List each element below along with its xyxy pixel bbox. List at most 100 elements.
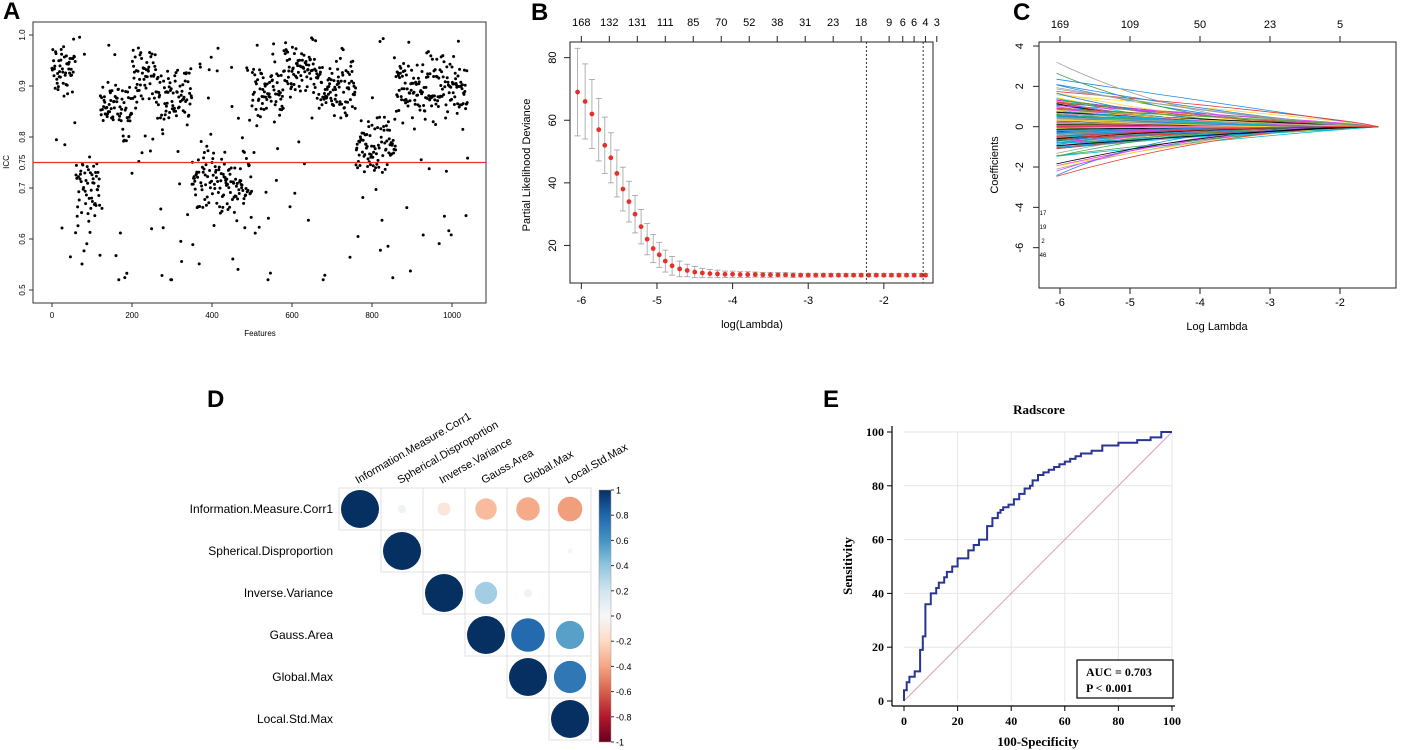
icc-point (111, 118, 115, 122)
icc-point (296, 70, 300, 74)
icc-point (114, 254, 118, 258)
icc-point (310, 68, 314, 72)
top-tick-label: 169 (1051, 19, 1069, 31)
icc-point (338, 100, 342, 104)
panel-d-colorbar-ticks: 1 0.8 0.6 0.4 0.2 0 -0.2 -0.4 -0.6 -0.8 -1 (611, 486, 632, 748)
icc-point (295, 76, 299, 80)
icc-point (229, 166, 233, 170)
icc-point (430, 57, 434, 61)
icc-point (96, 188, 100, 192)
panel-b-lambda-lines (865, 42, 924, 283)
icc-point (427, 167, 431, 171)
icc-point (152, 96, 156, 100)
icc-point (257, 225, 261, 229)
icc-point (444, 116, 448, 120)
icc-point (79, 180, 83, 184)
icc-point (356, 235, 360, 238)
icc-point (140, 71, 144, 75)
icc-point (228, 172, 232, 176)
icc-point (58, 70, 62, 74)
icc-point (237, 192, 241, 195)
icc-point (138, 83, 142, 87)
y-tick-label: 80 (872, 479, 884, 493)
icc-point (415, 63, 419, 67)
icc-point (411, 81, 415, 85)
colorbar-tick-label: -1 (616, 738, 624, 748)
icc-point (348, 73, 352, 76)
icc-point (409, 88, 413, 92)
icc-point (312, 91, 316, 94)
icc-point (270, 74, 274, 78)
icc-point (393, 117, 397, 121)
icc-point (177, 105, 181, 109)
icc-point (186, 80, 190, 84)
icc-point (404, 98, 408, 101)
icc-point (138, 53, 142, 57)
icc-point (376, 158, 380, 162)
icc-point (431, 120, 435, 124)
icc-point (164, 109, 168, 113)
icc-point (152, 73, 156, 77)
icc-point (448, 62, 452, 66)
correlation-circle (511, 618, 545, 652)
coefficient-path (1056, 117, 1379, 128)
icc-point (449, 233, 453, 237)
icc-point (149, 74, 153, 78)
icc-point (298, 58, 302, 62)
icc-point (455, 111, 459, 115)
coefficient-path (1056, 126, 1379, 143)
icc-point (52, 74, 56, 78)
colorbar-tick-label: -0.2 (616, 637, 632, 647)
icc-point (386, 120, 390, 124)
icc-point (125, 271, 129, 275)
x-tick-label: 600 (285, 311, 299, 320)
icc-point (262, 90, 266, 94)
icc-point (370, 96, 374, 100)
icc-point (198, 205, 202, 208)
icc-point (421, 233, 425, 237)
coefficient-path (1056, 105, 1379, 128)
icc-point (206, 96, 210, 100)
icc-point (452, 55, 456, 58)
deviance-point (656, 252, 662, 258)
icc-point (51, 48, 55, 52)
icc-point (119, 119, 123, 123)
panel-c-axes: -6 -5 -4 -3 -2 -6 -4 -2 0 2 4 169 109 50 23 5 (1014, 19, 1345, 309)
deviance-point (923, 272, 928, 278)
icc-point (408, 269, 412, 273)
icc-point (158, 80, 162, 84)
icc-point (304, 60, 308, 63)
icc-point (418, 104, 422, 108)
icc-point (84, 193, 88, 197)
deviance-point (684, 268, 690, 273)
icc-point (210, 179, 214, 183)
icc-point (398, 71, 402, 75)
icc-point (176, 150, 180, 153)
icc-point (161, 132, 165, 136)
colorbar-tick-label: 0.4 (616, 561, 629, 571)
icc-point (320, 103, 324, 107)
icc-point (329, 78, 333, 82)
panel-c-ylabel: Coefficients (989, 136, 1001, 194)
icc-point (53, 64, 57, 68)
top-tick-label: 4 (922, 17, 928, 29)
icc-point (387, 137, 391, 141)
icc-point (405, 206, 409, 210)
icc-point (366, 157, 370, 161)
icc-point (102, 95, 106, 99)
icc-point (276, 74, 280, 78)
x-tick-label: -5 (1125, 297, 1135, 309)
icc-point (350, 105, 354, 109)
icc-point (183, 79, 187, 83)
icc-point (445, 76, 449, 80)
icc-point (203, 198, 207, 201)
icc-point (163, 102, 167, 106)
icc-point (447, 229, 451, 233)
icc-point (214, 176, 218, 180)
y-tick-label: 0.8 (18, 131, 27, 143)
top-tick-label: 109 (1121, 19, 1139, 31)
icc-point (130, 59, 134, 63)
icc-point (116, 112, 120, 116)
icc-point (156, 75, 160, 79)
icc-point (397, 88, 401, 92)
